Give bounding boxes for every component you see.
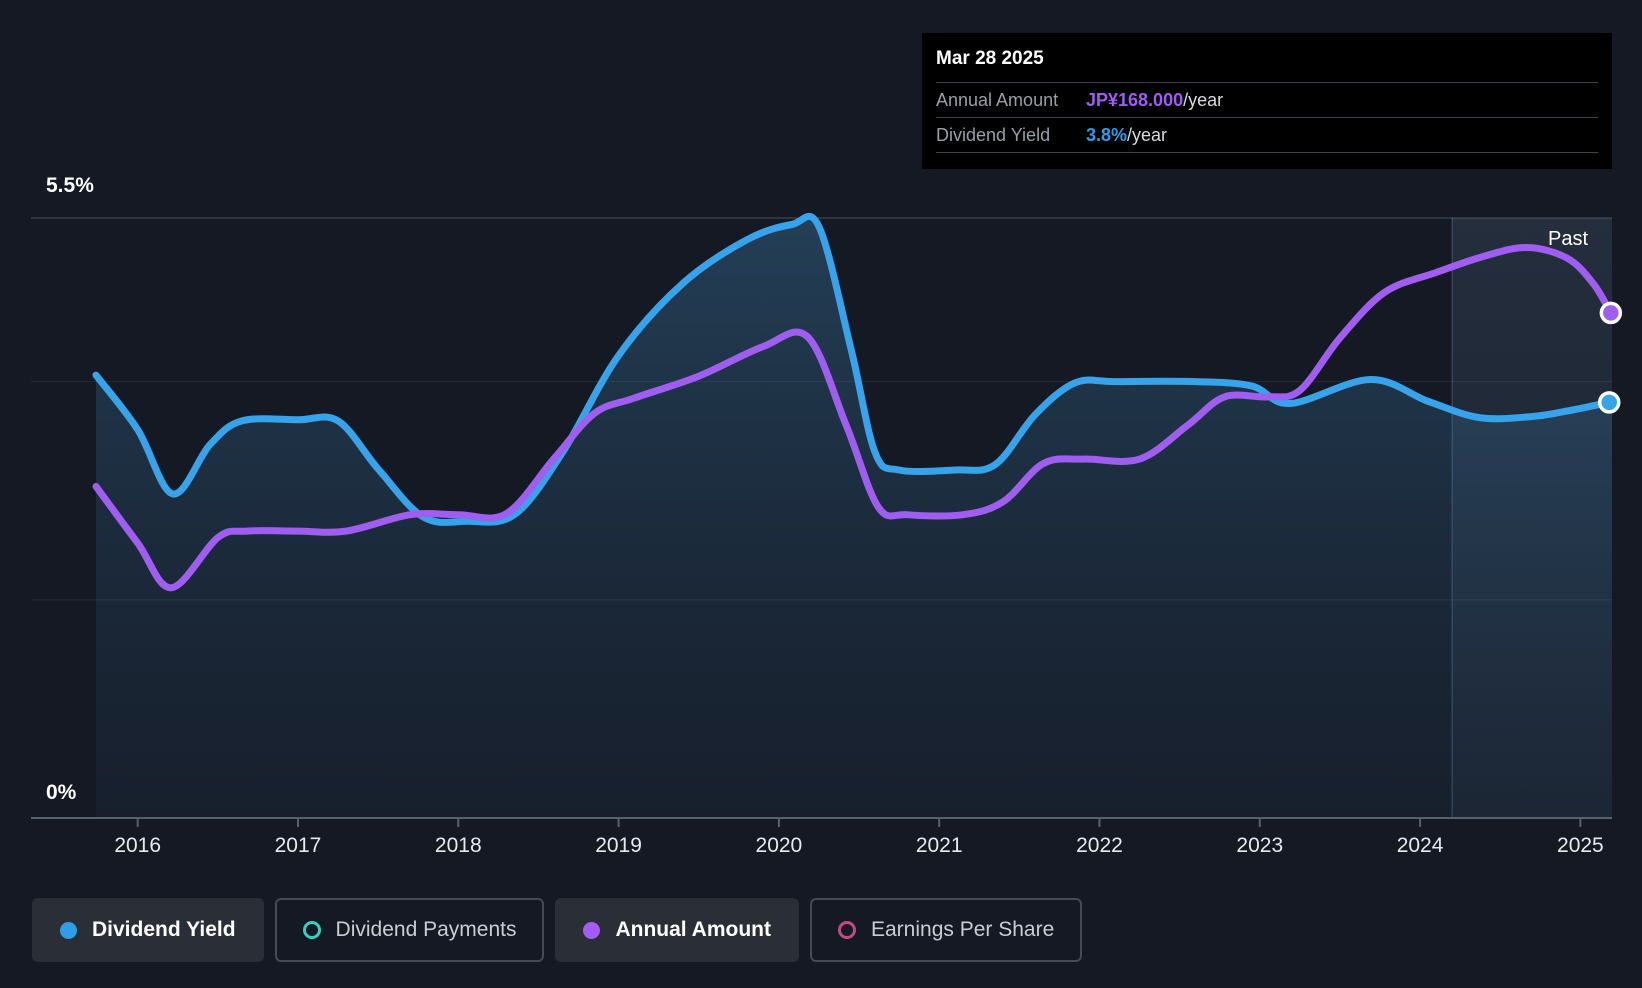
tooltip-value: JP¥168.000 bbox=[1086, 89, 1184, 110]
x-axis-year-label: 2016 bbox=[114, 834, 162, 857]
x-axis-year-label: 2022 bbox=[1076, 834, 1123, 857]
x-axis-year-label: 2025 bbox=[1557, 834, 1604, 857]
dividend-yield-area bbox=[96, 216, 1612, 819]
y-axis-min-label: 0% bbox=[46, 781, 77, 804]
tooltip-label: Annual Amount bbox=[936, 89, 1059, 110]
tooltip-date: Mar 28 2025 bbox=[936, 33, 1598, 83]
x-axis: 2016 2017 2018 2019 2020 2021 2022 2023 2024 2025 bbox=[0, 834, 1642, 864]
annual-amount-dot-icon bbox=[583, 921, 601, 939]
legend-toggle-dividend-yield[interactable]: Dividend Yield bbox=[32, 898, 264, 962]
x-axis-year-label: 2020 bbox=[755, 834, 803, 857]
earnings-per-share-ring-icon bbox=[838, 921, 856, 939]
tooltip-value: 3.8% bbox=[1086, 124, 1128, 145]
chart-legend: Dividend Yield Dividend Payments Annual … bbox=[32, 898, 1083, 962]
x-axis-year-label: 2023 bbox=[1236, 834, 1284, 857]
legend-label: Dividend Yield bbox=[92, 918, 236, 941]
dividend-yield-dot-icon bbox=[60, 921, 77, 939]
x-axis-year-label: 2018 bbox=[434, 834, 482, 857]
tooltip-row-dividend-yield: Dividend Yield 3.8% /year bbox=[936, 118, 1598, 153]
legend-toggle-dividend-payments[interactable]: Dividend Payments bbox=[274, 898, 545, 962]
tooltip-row-annual-amount: Annual Amount JP¥168.000 /year bbox=[936, 83, 1598, 118]
tooltip-suffix: /year bbox=[1183, 89, 1224, 110]
tooltip-suffix: /year bbox=[1127, 124, 1168, 145]
legend-label: Annual Amount bbox=[615, 918, 771, 941]
annual-amount-line bbox=[92, 243, 1615, 592]
y-axis-max-label: 5.5% bbox=[46, 174, 94, 197]
dividend-yield-line bbox=[92, 212, 1613, 526]
dividend-yield-end-marker bbox=[1597, 391, 1621, 414]
annual-amount-end-marker bbox=[1599, 301, 1623, 325]
x-axis-year-label: 2021 bbox=[915, 834, 963, 857]
legend-label: Dividend Payments bbox=[335, 918, 517, 941]
dividend-payments-ring-icon bbox=[302, 921, 321, 939]
x-axis-year-label: 2017 bbox=[274, 834, 322, 857]
past-region-label: Past bbox=[1548, 228, 1589, 250]
x-axis-year-label: 2024 bbox=[1396, 834, 1444, 857]
x-axis-year-label: 2019 bbox=[595, 834, 642, 857]
legend-label: Earnings Per Share bbox=[871, 918, 1055, 941]
legend-toggle-earnings-per-share[interactable]: Earnings Per Share bbox=[810, 898, 1083, 962]
legend-toggle-annual-amount[interactable]: Annual Amount bbox=[555, 898, 799, 962]
chart-tooltip: Mar 28 2025 Annual Amount JP¥168.000 /ye… bbox=[922, 33, 1612, 169]
tooltip-label: Dividend Yield bbox=[936, 124, 1051, 145]
